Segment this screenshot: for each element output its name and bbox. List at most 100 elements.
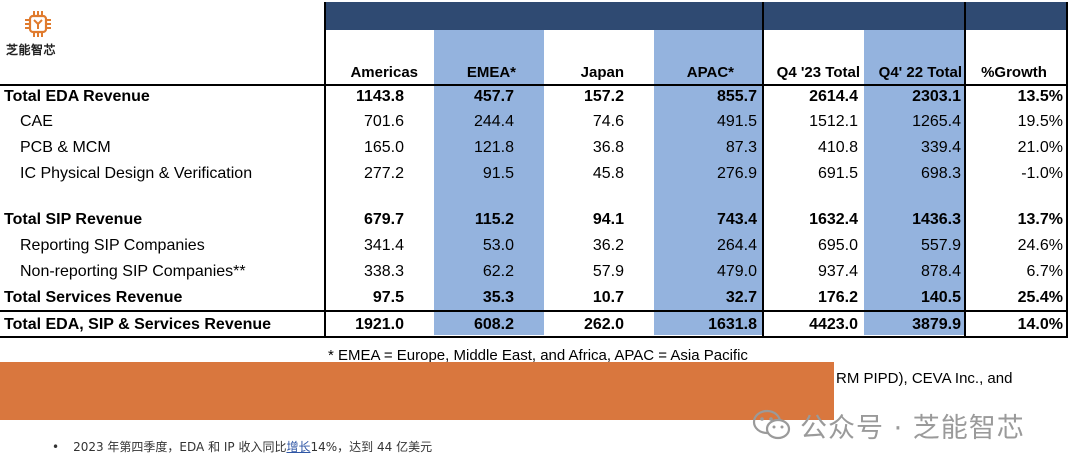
cell-emea: 91.5 — [482, 165, 514, 182]
cell-americas: 277.2 — [363, 165, 404, 182]
cell-growth: 14.0% — [1017, 316, 1063, 333]
cell-apac: 479.0 — [716, 263, 757, 280]
cell-q4-23: 695.0 — [817, 237, 858, 254]
cell-growth: 6.7% — [1026, 263, 1063, 280]
footnote: * EMEA = Europe, Middle East, and Africa… — [328, 347, 748, 364]
cell-japan: 10.7 — [592, 289, 624, 306]
bullet-text-prefix: 2023 年第四季度，EDA 和 IP 收入同比 — [73, 440, 287, 454]
cell-japan: 94.1 — [592, 211, 624, 228]
cell-emea: 53.0 — [482, 237, 514, 254]
cell-emea: 608.2 — [473, 316, 514, 333]
bullet-dot-icon: • — [52, 440, 60, 454]
logo-text: 芝能智芯 — [6, 43, 57, 57]
cell-emea: 121.8 — [473, 139, 514, 156]
cell-emea: 62.2 — [482, 263, 514, 280]
cell-japan: 45.8 — [592, 165, 624, 182]
cell-growth: 21.0% — [1017, 139, 1063, 156]
table-row: Total EDA Revenue 1143.8 457.7 157.2 855… — [0, 86, 1068, 110]
table-row: CAE 701.6 244.4 74.6 491.5 1512.1 1265.4… — [0, 111, 1068, 135]
redaction-overlay — [0, 362, 834, 420]
watermark-text: 公众号 · 芝能智芯 — [800, 412, 1025, 444]
cell-q4-22: 557.9 — [920, 237, 961, 254]
emea-column-shade — [434, 30, 544, 335]
row-label: PCB & MCM — [20, 139, 111, 156]
table-border-left — [324, 2, 326, 336]
col-header-apac: APAC* — [686, 64, 734, 81]
cell-apac: 1631.8 — [708, 316, 757, 333]
col-header-japan: Japan — [580, 64, 624, 81]
cell-q4-23: 937.4 — [817, 263, 858, 280]
table-row: Reporting SIP Companies 341.4 53.0 36.2 … — [0, 235, 1068, 259]
brand-logo: 芝能智芯 — [6, 10, 66, 62]
cell-americas: 679.7 — [363, 211, 404, 228]
bullet-item: • 2023 年第四季度，EDA 和 IP 收入同比增长14%，达到 44 亿美元 — [52, 438, 432, 455]
cell-emea: 457.7 — [473, 88, 514, 105]
table-border-right — [1066, 2, 1068, 336]
cell-apac: 276.9 — [716, 165, 757, 182]
cell-americas: 1921.0 — [355, 316, 404, 333]
cell-growth: 25.4% — [1017, 289, 1063, 306]
table-row-total: Total EDA, SIP & Services Revenue 1921.0… — [0, 314, 1068, 338]
row-label: Total EDA, SIP & Services Revenue — [4, 316, 272, 333]
col-header-americas: Americas — [350, 64, 418, 81]
cell-q4-22: 3879.9 — [912, 316, 961, 333]
cell-japan: 157.2 — [583, 88, 624, 105]
rule-under-header — [0, 84, 1068, 86]
cell-americas: 165.0 — [363, 139, 404, 156]
cell-q4-23: 691.5 — [817, 165, 858, 182]
col-header-q4-22-total: Q4' 22 Total — [878, 64, 962, 81]
revenue-table: Americas EMEA* Japan APAC* Q4 '23 Total … — [0, 2, 1068, 338]
cell-growth: 13.7% — [1017, 211, 1063, 228]
cell-apac: 743.4 — [716, 211, 757, 228]
cell-growth: -1.0% — [1021, 165, 1063, 182]
header-band — [764, 2, 964, 30]
cell-japan: 36.2 — [592, 237, 624, 254]
cell-growth: 19.5% — [1017, 113, 1063, 130]
cell-apac: 87.3 — [725, 139, 757, 156]
table-divider — [762, 2, 764, 336]
growth-link[interactable]: 增长 — [286, 440, 311, 454]
cell-apac: 855.7 — [716, 88, 757, 105]
header-band — [326, 2, 762, 30]
trailing-text: RM PIPD), CEVA Inc., and — [836, 370, 1013, 387]
cell-emea: 115.2 — [474, 211, 514, 228]
cell-q4-23: 1632.4 — [809, 211, 858, 228]
cell-q4-22: 2303.1 — [912, 88, 961, 105]
row-label: Total SIP Revenue — [4, 211, 143, 228]
cell-q4-23: 176.2 — [817, 289, 858, 306]
header-band — [966, 2, 1068, 30]
bullet-text-suffix: 14%，达到 44 亿美元 — [310, 440, 433, 454]
cell-q4-22: 878.4 — [920, 263, 961, 280]
cell-q4-23: 410.8 — [817, 139, 858, 156]
cell-growth: 13.5% — [1017, 88, 1063, 105]
row-label: Total EDA Revenue — [4, 88, 150, 105]
table-row: Total SIP Revenue 679.7 115.2 94.1 743.4… — [0, 209, 1068, 233]
watermark: 公众号 · 芝能智芯 — [752, 405, 1025, 445]
cell-japan: 36.8 — [592, 139, 624, 156]
cell-q4-23: 2614.4 — [809, 88, 858, 105]
cell-q4-22: 698.3 — [920, 165, 961, 182]
cell-q4-23: 4423.0 — [809, 316, 858, 333]
table-row: IC Physical Design & Verification 277.2 … — [0, 163, 1068, 187]
cell-americas: 97.5 — [372, 289, 404, 306]
row-label: Total Services Revenue — [4, 289, 183, 306]
cell-emea: 35.3 — [482, 289, 514, 306]
cell-japan: 57.9 — [592, 263, 624, 280]
cell-apac: 491.5 — [716, 113, 757, 130]
row-label: CAE — [20, 113, 53, 130]
col-header-growth: %Growth — [981, 64, 1047, 81]
cell-q4-22: 1436.3 — [912, 211, 961, 228]
cell-q4-22: 1265.4 — [912, 113, 961, 130]
cell-japan: 74.6 — [592, 113, 624, 130]
apac-column-shade — [654, 30, 762, 335]
cell-americas: 701.6 — [363, 113, 404, 130]
cell-q4-22: 339.4 — [920, 139, 961, 156]
cell-emea: 244.4 — [473, 113, 514, 130]
cell-americas: 341.4 — [363, 237, 404, 254]
cell-americas: 1143.8 — [355, 88, 404, 105]
cell-japan: 262.0 — [583, 316, 624, 333]
row-label: Non-reporting SIP Companies** — [20, 263, 246, 280]
chip-logo-icon — [25, 11, 51, 37]
rule-bottom — [0, 336, 1068, 338]
col-header-q4-23-total: Q4 '23 Total — [776, 64, 860, 81]
